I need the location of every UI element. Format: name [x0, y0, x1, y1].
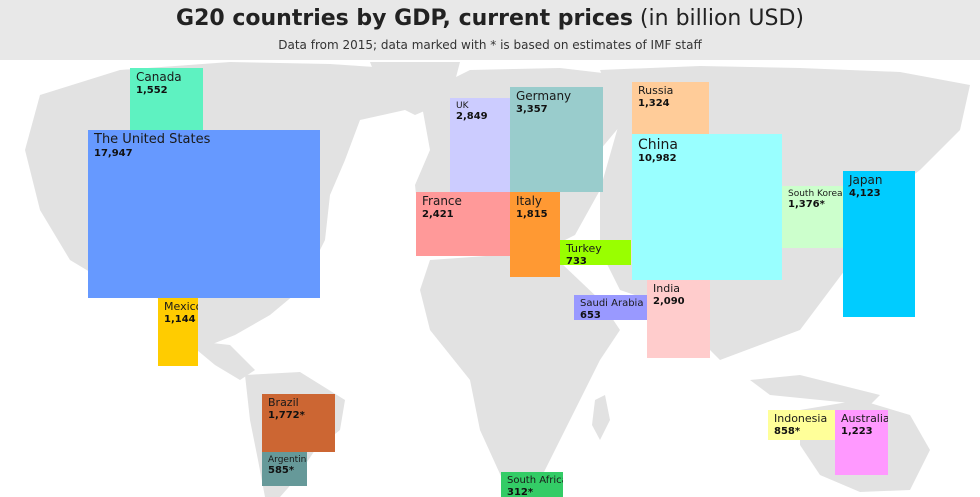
country-name-china: China — [638, 137, 678, 153]
country-name-south-africa: South Africa — [507, 475, 563, 486]
country-name-the-united-states: The United States — [94, 132, 211, 147]
country-name-brazil: Brazil — [268, 396, 299, 409]
country-box-china: China 10,982 — [632, 134, 782, 280]
land-madagascar — [592, 395, 610, 440]
country-gdp-china: 10,982 — [638, 153, 677, 165]
country-box-italy: Italy 1,815 — [510, 192, 560, 277]
header-bar: G20 countries by GDP, current prices (in… — [0, 0, 980, 60]
country-name-uk: UK — [456, 101, 469, 111]
country-gdp-the-united-states: 17,947 — [94, 147, 133, 159]
country-box-france: France 2,421 — [416, 192, 510, 256]
country-box-australia: Australia 1,223 — [835, 410, 888, 475]
country-box-indonesia: Indonesia 858* — [768, 410, 835, 440]
land-central-america — [185, 340, 255, 380]
country-box-russia: Russia 1,324 — [632, 82, 709, 134]
country-name-italy: Italy — [516, 194, 543, 208]
chart-subtitle: Data from 2015; data marked with * is ba… — [278, 38, 702, 52]
country-gdp-russia: 1,324 — [638, 97, 670, 109]
country-gdp-mexico: 1,144 — [164, 313, 196, 325]
country-box-south-korea: South Korea 1,376* — [782, 186, 843, 248]
country-gdp-south-korea: 1,376* — [788, 199, 825, 211]
country-box-saudi-arabia: Saudi Arabia 653 — [574, 295, 647, 320]
country-gdp-south-africa: 312* — [507, 486, 534, 497]
land-africa — [420, 255, 620, 485]
country-name-japan: Japan — [849, 173, 883, 187]
country-gdp-india: 2,090 — [653, 295, 685, 307]
country-gdp-italy: 1,815 — [516, 208, 548, 220]
country-gdp-argentina: 585* — [268, 465, 295, 477]
country-name-germany: Germany — [516, 89, 572, 103]
country-name-argentina: Argentina — [268, 455, 307, 465]
country-gdp-uk: 2,849 — [456, 111, 488, 123]
country-box-brazil: Brazil 1,772* — [262, 394, 335, 452]
country-name-indonesia: Indonesia — [774, 412, 828, 425]
chart-title-unit: (in billion USD) — [632, 6, 804, 31]
country-name-canada: Canada — [136, 70, 182, 84]
chart-title-main: G20 countries by GDP, current prices — [176, 6, 633, 31]
country-gdp-canada: 1,552 — [136, 84, 168, 96]
country-gdp-japan: 4,123 — [849, 187, 881, 199]
country-name-india: India — [653, 282, 680, 295]
land-indonesia — [750, 375, 880, 405]
country-box-argentina: Argentina585* — [262, 452, 307, 486]
country-box-mexico: Mexico1,144 — [158, 298, 198, 366]
country-name-saudi-arabia: Saudi Arabia — [580, 298, 644, 309]
country-name-mexico: Mexico — [164, 300, 198, 313]
country-gdp-brazil: 1,772* — [268, 409, 305, 421]
country-gdp-france: 2,421 — [422, 208, 454, 220]
country-gdp-australia: 1,223 — [841, 425, 873, 437]
country-box-germany: Germany 3,357 — [510, 87, 603, 192]
country-gdp-germany: 3,357 — [516, 103, 548, 115]
country-name-russia: Russia — [638, 84, 674, 97]
country-name-turkey: Turkey — [566, 242, 602, 255]
chart-title: G20 countries by GDP, current prices (in… — [0, 6, 980, 31]
country-name-france: France — [422, 194, 462, 208]
country-gdp-turkey: 733 — [566, 255, 587, 265]
country-box-south-africa: South Africa 312* — [501, 472, 563, 497]
country-gdp-saudi-arabia: 653 — [580, 309, 601, 321]
country-box-uk: UK 2,849 — [450, 98, 510, 192]
country-name-australia: Australia — [841, 412, 888, 425]
country-name-south-korea: South Korea — [788, 189, 843, 199]
country-box-india: India 2,090 — [647, 280, 710, 358]
country-box-the-united-states: The United States 17,947 — [88, 130, 320, 298]
country-box-turkey: Turkey 733 — [560, 240, 631, 265]
country-box-canada: Canada 1,552 — [130, 68, 203, 130]
country-gdp-indonesia: 858* — [774, 425, 801, 437]
country-box-japan: Japan 4,123 — [843, 171, 915, 317]
